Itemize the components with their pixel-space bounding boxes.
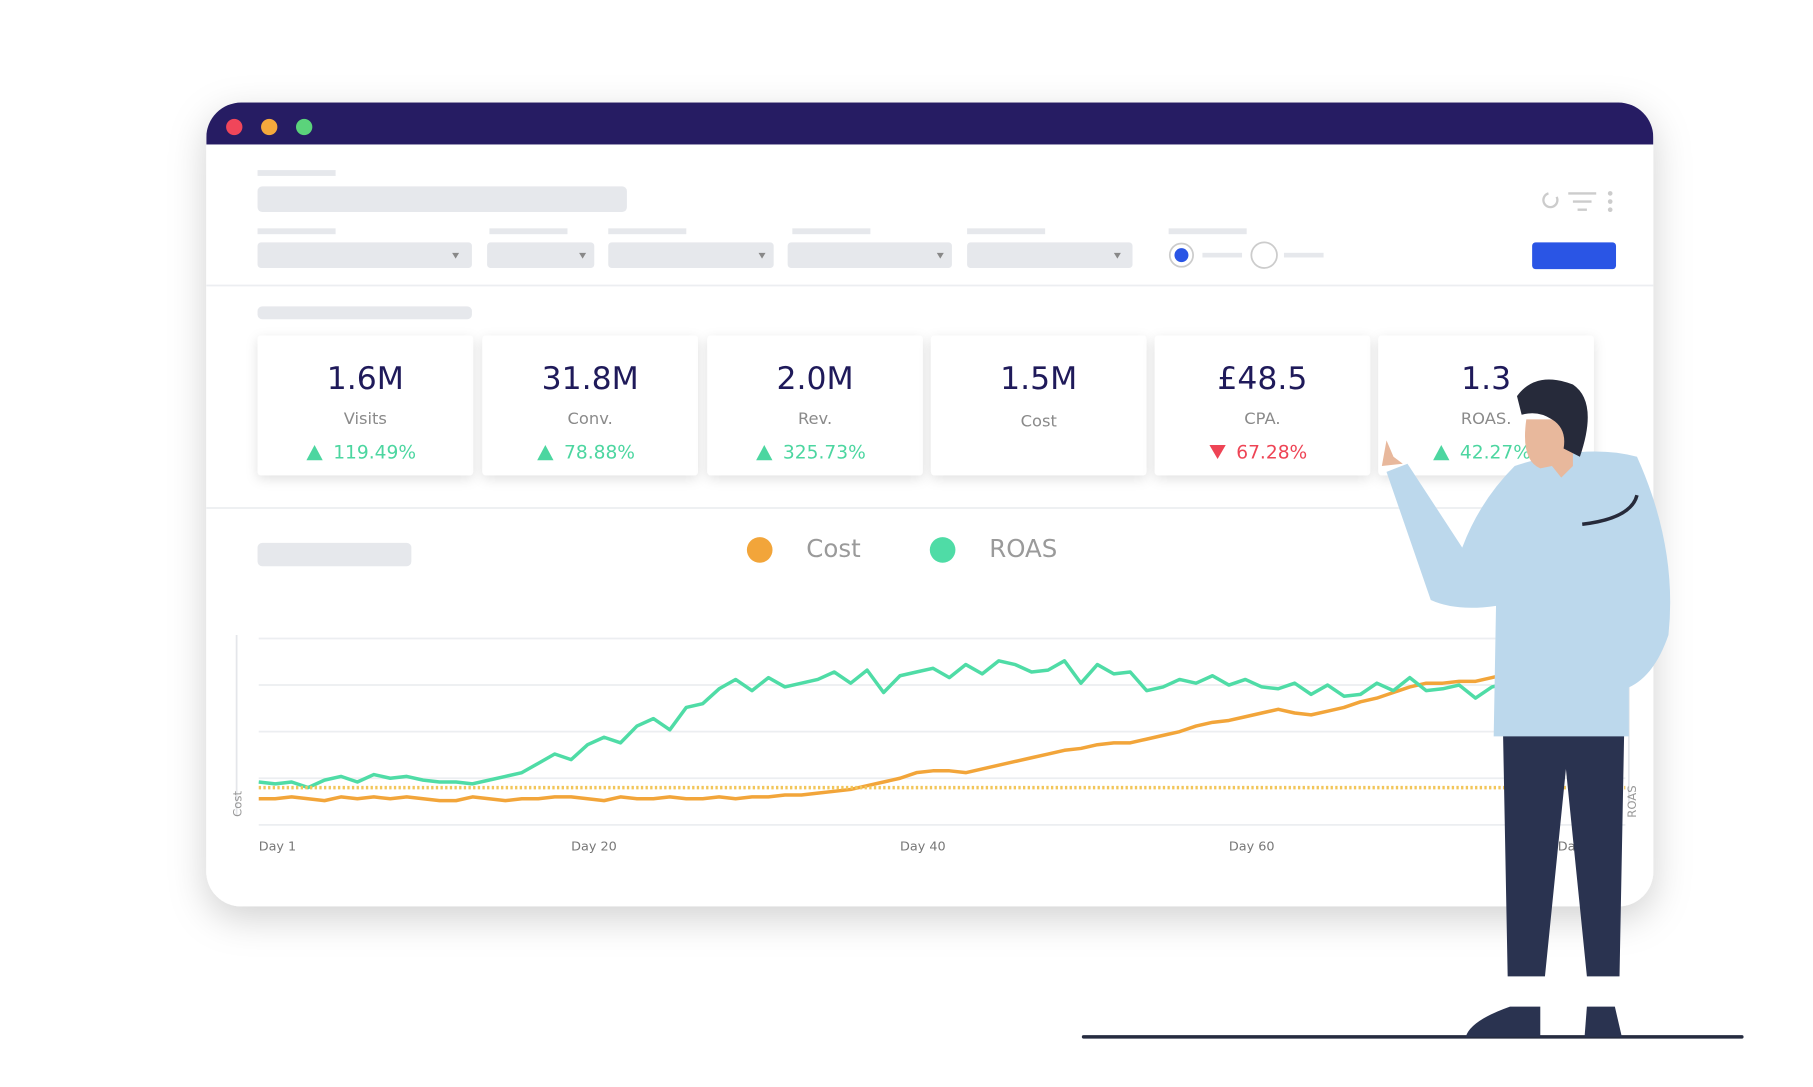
shoe [1584, 1006, 1622, 1037]
placeholder [1202, 252, 1243, 258]
change-arrow [756, 445, 773, 461]
placeholder [257, 170, 336, 176]
placeholder [1283, 252, 1324, 258]
pants [1503, 731, 1625, 977]
legend-label: ROAS [989, 534, 1057, 563]
kpi-label: Visits [344, 409, 387, 428]
line-series [258, 664, 1558, 803]
filter-bar [257, 170, 1617, 270]
kpi-card [257, 335, 474, 476]
kpi-change: 119.49% [333, 443, 416, 464]
placeholder [792, 228, 871, 235]
kpi-change: 67.28% [1236, 443, 1307, 464]
dropdown[interactable] [257, 242, 472, 268]
toolbar-icons[interactable] [1542, 192, 1597, 211]
kpi-label: ROAS. [1461, 409, 1512, 428]
change-arrow [1209, 445, 1226, 460]
menu-icon[interactable] [1607, 191, 1613, 213]
dropdown[interactable] [608, 242, 774, 268]
kpi-change: 78.88% [564, 443, 635, 464]
shoe [1465, 1006, 1541, 1037]
dropdown[interactable] [487, 242, 595, 268]
placeholder [257, 186, 627, 213]
kpi-value: 1.5M [1000, 361, 1077, 397]
close-dot[interactable] [226, 118, 243, 136]
kpi-cards: 1.6M Visits 119.49% 31.8M Conv. 78.88% 2.0M Rev… [257, 335, 1594, 476]
kpi-card [707, 335, 923, 476]
x-tick-label: Day 40 [900, 839, 946, 854]
maximize-dot[interactable] [296, 118, 313, 136]
legend-label: Cost [806, 534, 860, 563]
minimize-dot[interactable] [261, 118, 278, 136]
window: 1.6M Visits 119.49% 31.8M Conv. 78.88% 2.0M Rev… [206, 102, 1654, 907]
placeholder [608, 228, 687, 235]
y-axis-label: Cost [230, 791, 244, 817]
kpi-change: 42.27% [1460, 443, 1531, 464]
placeholder [1168, 228, 1247, 235]
window-frame [206, 102, 1654, 907]
dropdown-arrows [452, 252, 1121, 259]
line-series [258, 659, 1560, 790]
placeholder [489, 228, 568, 235]
kpi-change: 325.73% [783, 443, 866, 464]
person [1081, 379, 1744, 1039]
kpi-value: 2.0M [776, 361, 853, 397]
radio-dot [1174, 248, 1189, 263]
change-arrow [1433, 445, 1450, 461]
kpi-value: £48.5 [1217, 361, 1307, 397]
hair [1516, 379, 1588, 457]
kpi-value: 31.8M [542, 361, 639, 397]
kpi-value: 1.3 [1461, 361, 1511, 397]
hood-line [1582, 494, 1639, 527]
title-bar [206, 102, 1654, 145]
kpi-card [930, 335, 1147, 476]
placeholder [257, 306, 472, 320]
legend-marker [929, 537, 956, 563]
x-tick-label: Day 1 [259, 839, 296, 854]
kpi-value: 1.6M [327, 361, 404, 397]
change-arrow [537, 445, 554, 461]
change-arrow [306, 445, 323, 461]
kpi-card [1154, 335, 1371, 476]
hand [1381, 440, 1403, 467]
x-tick-label: Day 60 [1229, 839, 1275, 854]
legend-marker [746, 537, 773, 563]
placeholder [257, 228, 336, 235]
kpi-card [482, 335, 698, 476]
kpi-label: Conv. [568, 409, 613, 428]
placeholder [257, 542, 412, 567]
kpi-label: Rev. [798, 409, 832, 428]
kpi-label: CPA. [1244, 409, 1280, 428]
radio[interactable] [1250, 241, 1278, 269]
y2-axis-label: ROAS [1625, 785, 1639, 817]
placeholder [967, 228, 1046, 235]
face [1524, 419, 1573, 478]
x-tick-label: Day 20 [571, 839, 617, 854]
dropdown[interactable] [787, 242, 952, 268]
dropdown[interactable] [967, 242, 1133, 268]
kpi-label: Cost [1021, 411, 1057, 430]
apply-button[interactable] [1532, 242, 1617, 270]
